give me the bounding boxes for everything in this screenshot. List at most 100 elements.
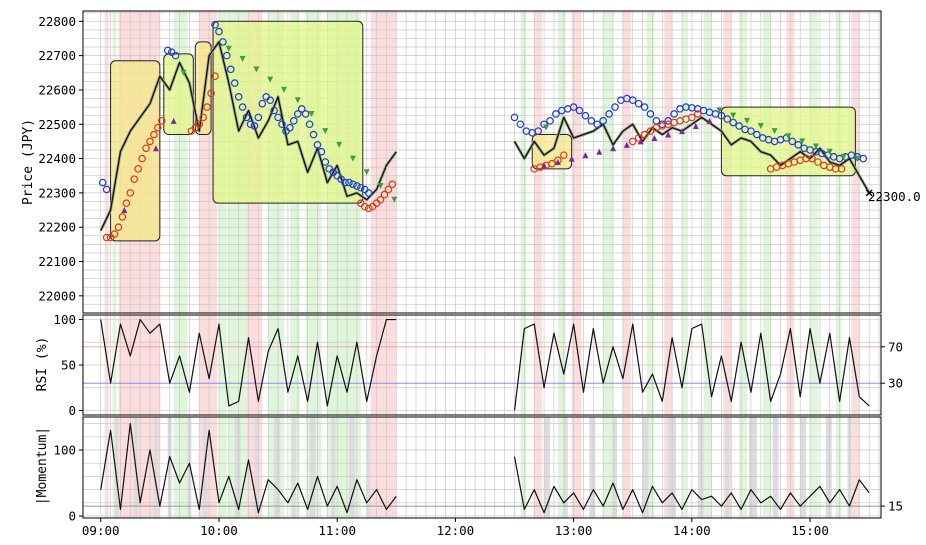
- green-triangle-marker: [757, 122, 764, 129]
- red-circle-marker: [142, 144, 150, 153]
- shaded-band: [603, 417, 614, 518]
- red-circle-marker: [110, 230, 119, 238]
- red-circle-marker: [640, 130, 649, 139]
- momentum-gray-band: [748, 417, 757, 518]
- blue-circle-marker: [747, 127, 755, 135]
- momentum-gray-band: [203, 417, 208, 518]
- blue-circle-marker: [353, 182, 361, 190]
- blue-circle-marker: [230, 79, 239, 87]
- green-triangle-marker: [799, 138, 806, 145]
- red-circle-marker: [203, 103, 211, 111]
- shaded-band: [664, 11, 673, 313]
- purple-triangle-marker: [541, 162, 548, 169]
- shaded-band: [603, 11, 614, 313]
- green-triangle-marker: [771, 128, 778, 135]
- blue-circle-marker: [266, 96, 274, 105]
- red-circle-marker: [138, 154, 146, 163]
- blue-circle-marker: [605, 110, 613, 118]
- shaded-band: [703, 417, 712, 518]
- y-tick-label: 15: [888, 499, 903, 514]
- green-triangle-marker: [225, 45, 232, 52]
- x-tick-label: 12:00: [437, 523, 475, 538]
- blue-circle-marker: [794, 141, 803, 149]
- x-tick-label: 11:00: [318, 523, 356, 538]
- green-triangle-marker: [840, 153, 847, 160]
- panel-frame: [82, 416, 882, 519]
- series-layer: [98, 20, 873, 514]
- purple-triangle-marker: [582, 152, 589, 159]
- purple-triangle-marker: [170, 117, 177, 124]
- green-triangle-marker: [349, 155, 356, 162]
- y-tick-label: 22400: [38, 151, 76, 166]
- purple-triangle-marker: [678, 128, 685, 135]
- blue-circle-marker: [569, 103, 578, 111]
- blue-circle-marker: [581, 111, 590, 120]
- blue-circle-marker: [219, 38, 227, 46]
- red-circle-marker: [102, 233, 111, 242]
- momentum-gray-band: [563, 417, 568, 518]
- red-circle-marker: [364, 204, 373, 213]
- red-circle-marker: [388, 180, 397, 189]
- blue-circle-marker: [788, 137, 797, 146]
- momentum-gray-band: [153, 417, 158, 518]
- y-tick-label: 0: [68, 403, 76, 418]
- momentum-gray-band: [274, 417, 281, 518]
- momentum-gray-band: [544, 417, 550, 518]
- y-tick-label: 22500: [38, 117, 76, 132]
- x-tick-label: 15:00: [791, 523, 829, 538]
- green-triangle-marker: [363, 169, 370, 176]
- green-triangle-marker: [826, 148, 833, 155]
- blue-circle-marker: [246, 120, 255, 129]
- price-ylabel: Price (JPY): [21, 119, 36, 205]
- y-tick-label: 50: [61, 358, 76, 373]
- momentum-gray-band: [291, 417, 296, 518]
- blue-circle-marker: [753, 130, 761, 139]
- x-tick-label: 13:00: [555, 523, 593, 538]
- green-triangle-marker: [543, 124, 550, 131]
- red-circle-marker: [837, 165, 846, 173]
- blue-circle-marker: [242, 113, 251, 122]
- red-circle-marker: [559, 151, 568, 159]
- momentum-gray-band: [825, 417, 832, 518]
- momentum-gray-band: [772, 417, 779, 518]
- shaded-band: [646, 11, 655, 313]
- y-tick-label: 100: [53, 312, 76, 327]
- blue-circle-marker: [640, 103, 649, 111]
- blue-circle-marker: [270, 106, 278, 115]
- momentum-gray-band: [234, 417, 241, 518]
- frame-layer: [82, 10, 882, 519]
- price-close-line: [100, 41, 870, 231]
- red-circle-marker: [130, 175, 139, 183]
- zone-box: [531, 134, 573, 170]
- red-circle-marker: [118, 213, 127, 221]
- shaded-band: [646, 417, 655, 518]
- y-tick-label: 0: [68, 509, 76, 524]
- momentum-gray-band: [725, 417, 730, 518]
- blue-circle-marker: [250, 122, 259, 130]
- x-tick-label: 14:00: [673, 523, 711, 538]
- blue-circle-marker: [305, 120, 314, 129]
- green-triangle-marker: [253, 66, 260, 73]
- blue-circle-marker: [593, 120, 602, 129]
- momentum-gray-band: [331, 417, 336, 518]
- red-circle-marker: [195, 120, 204, 129]
- shaded-band: [851, 417, 860, 518]
- purple-triangle-marker: [665, 131, 672, 138]
- shaded-band: [104, 417, 109, 518]
- x-tick-label: 10:00: [200, 523, 238, 538]
- y-tick-label: 22200: [38, 220, 76, 235]
- green-triangle-marker: [267, 76, 274, 83]
- blue-circle-marker: [254, 113, 263, 122]
- shaded-band: [520, 417, 527, 518]
- blue-circle-marker: [290, 117, 298, 125]
- green-triangle-marker: [280, 86, 287, 93]
- blue-circle-marker: [297, 105, 306, 113]
- shaded-band: [534, 417, 543, 518]
- green-triangle-marker: [730, 112, 737, 119]
- blue-circle-marker: [349, 180, 357, 189]
- green-triangle-marker: [180, 69, 187, 76]
- momentum-gray-band: [309, 417, 316, 518]
- shaded-band: [681, 11, 688, 313]
